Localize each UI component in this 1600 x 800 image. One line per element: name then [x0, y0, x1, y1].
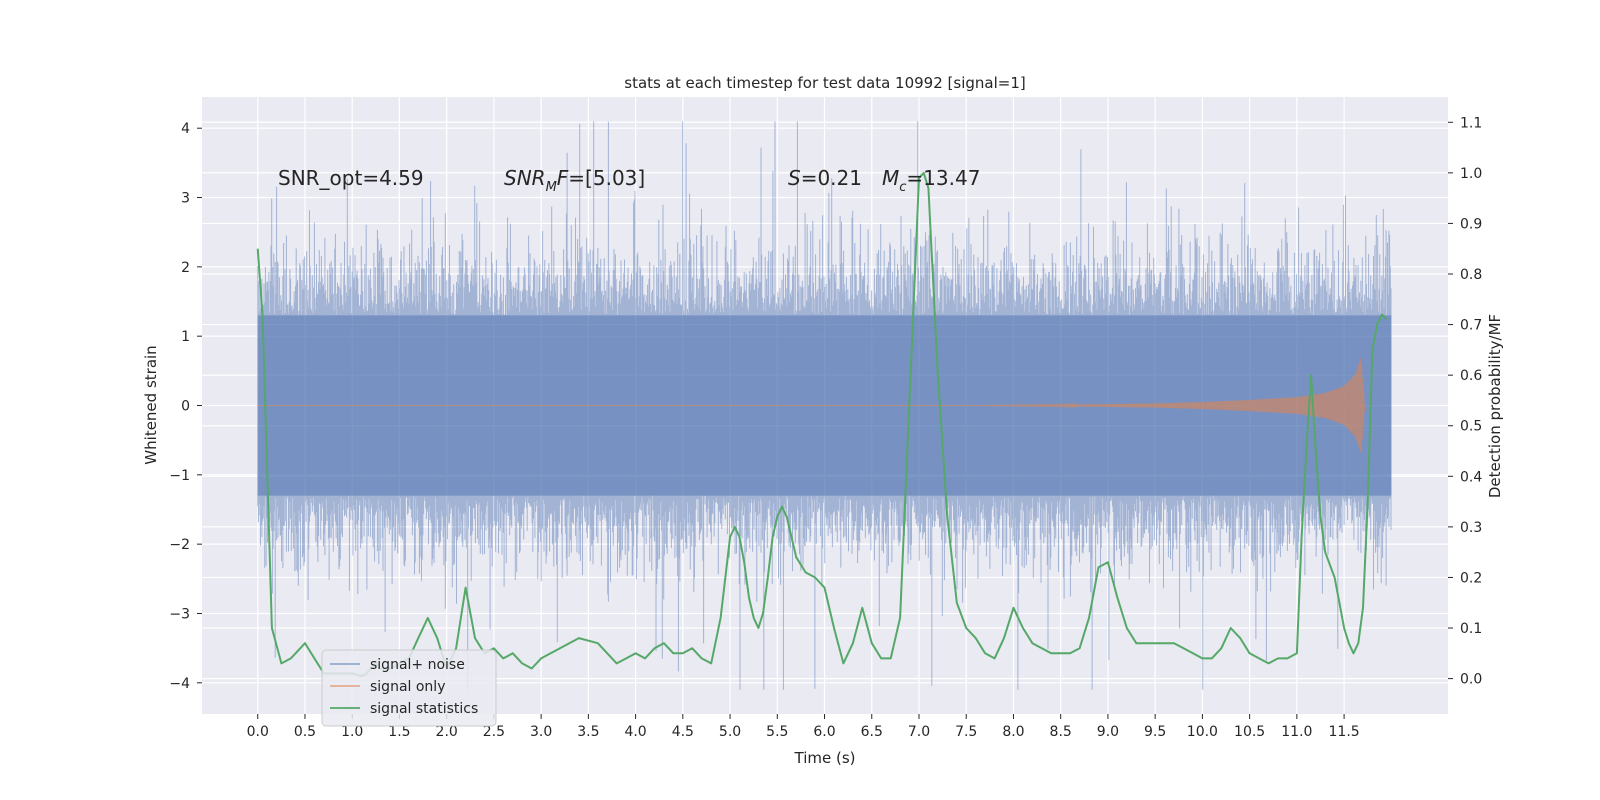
x-tick-label: 3.0: [530, 724, 552, 740]
annotation-snr-mf: SNRMF=[5.03]: [504, 166, 645, 195]
x-tick-label: 6.0: [813, 724, 835, 740]
annotation-s: S=0.21: [788, 166, 862, 190]
mc-subscript: c: [899, 180, 906, 195]
x-tick-label: 11.5: [1329, 724, 1360, 740]
annotation-snr-opt: SNR_opt=4.59: [278, 166, 424, 190]
y-axis-label: Whitened strain: [142, 345, 160, 464]
x-tick-label: 11.0: [1281, 724, 1312, 740]
x-tick-label: 8.5: [1050, 724, 1072, 740]
x-tick-label: 10.0: [1187, 724, 1218, 740]
snr-mf-subscript: M: [546, 180, 557, 195]
x-tick-label: 2.5: [483, 724, 505, 740]
y-tick-label: −4: [169, 676, 190, 692]
x-tick-label: 5.5: [766, 724, 788, 740]
y2-tick-label: 0.0: [1460, 672, 1482, 688]
legend-label-signal-plus-noise: signal+ noise: [370, 657, 465, 673]
y2-tick-label: 0.1: [1460, 621, 1482, 637]
x-axis-ticks: 0.0 0.5 1.0 1.5 2.0 2.5 3.0 3.5 4.0 4.5 5.0 5.5 6.0 6…: [247, 714, 1360, 740]
y2-tick-label: 0.7: [1460, 318, 1482, 334]
y-axis-ticks: −4 −3 −2 −1 0 1 2 3 4: [169, 121, 202, 692]
x-tick-label: 8.0: [1002, 724, 1024, 740]
legend-label-signal-only: signal only: [370, 679, 445, 695]
annotation-mc: Mc=13.47: [882, 166, 980, 195]
x-tick-label: 4.0: [624, 724, 646, 740]
y2-tick-label: 0.6: [1460, 368, 1482, 384]
y-tick-label: −2: [169, 537, 190, 553]
chirp-trace: [257, 358, 1366, 453]
legend: signal+ noise signal only signal statist…: [321, 649, 497, 727]
snr-mf-f: F: [557, 166, 569, 190]
x-tick-label: 4.5: [672, 724, 694, 740]
x-tick-label: 9.5: [1144, 724, 1166, 740]
s-symbol: S: [788, 166, 801, 190]
y2-tick-label: 0.8: [1460, 267, 1482, 283]
snr-mf-value: =[5.03]: [568, 166, 645, 190]
x-tick-label: 2.0: [436, 724, 458, 740]
x-tick-label: 5.0: [719, 724, 741, 740]
x-tick-label: 1.0: [341, 724, 363, 740]
y2-axis-label: Detection probability/MF: [1486, 314, 1504, 498]
x-tick-label: 0.5: [294, 724, 316, 740]
series-signal-only: [257, 358, 1366, 453]
legend-box: [321, 649, 497, 727]
chart-title: stats at each timestep for test data 109…: [624, 74, 1025, 92]
y-tick-label: −1: [169, 468, 190, 484]
y2-tick-label: 0.3: [1460, 520, 1482, 536]
x-tick-label: 1.5: [388, 724, 410, 740]
x-tick-label: 9.0: [1097, 724, 1119, 740]
y2-tick-label: 0.4: [1460, 469, 1482, 485]
y-tick-label: 4: [181, 121, 190, 137]
y2-tick-label: 1.0: [1460, 166, 1482, 182]
legend-label-signal-statistics: signal statistics: [370, 701, 478, 717]
x-tick-label: 10.5: [1234, 724, 1265, 740]
y-tick-label: 0: [181, 399, 190, 415]
y2-tick-label: 0.2: [1460, 570, 1482, 586]
y2-tick-label: 1.1: [1460, 115, 1482, 131]
mc-value: =13.47: [906, 166, 980, 190]
x-tick-label: 7.5: [955, 724, 977, 740]
series-signal-statistics: [256, 171, 1388, 678]
y-tick-label: −3: [169, 606, 190, 622]
x-tick-label: 7.0: [908, 724, 930, 740]
signal-statistics-line: [256, 171, 1388, 678]
y2-tick-label: 0.5: [1460, 419, 1482, 435]
x-tick-label: 0.0: [247, 724, 269, 740]
snr-mf-symbol: SNR: [504, 166, 546, 190]
x-tick-label: 6.5: [861, 724, 883, 740]
y-tick-label: 3: [181, 191, 190, 207]
mc-symbol: M: [882, 166, 899, 190]
y-tick-label: 1: [181, 329, 190, 345]
x-tick-label: 3.5: [577, 724, 599, 740]
x-axis-label: Time (s): [794, 749, 856, 767]
plot-content: [256, 121, 1392, 690]
y2-axis-ticks: 0.0 0.1 0.2 0.3 0.4 0.5 0.6 0.7 0.8 0.9 1.0 1.1: [1448, 115, 1482, 688]
y2-tick-label: 0.9: [1460, 216, 1482, 232]
s-value: =0.21: [801, 166, 862, 190]
y-tick-label: 2: [181, 260, 190, 276]
